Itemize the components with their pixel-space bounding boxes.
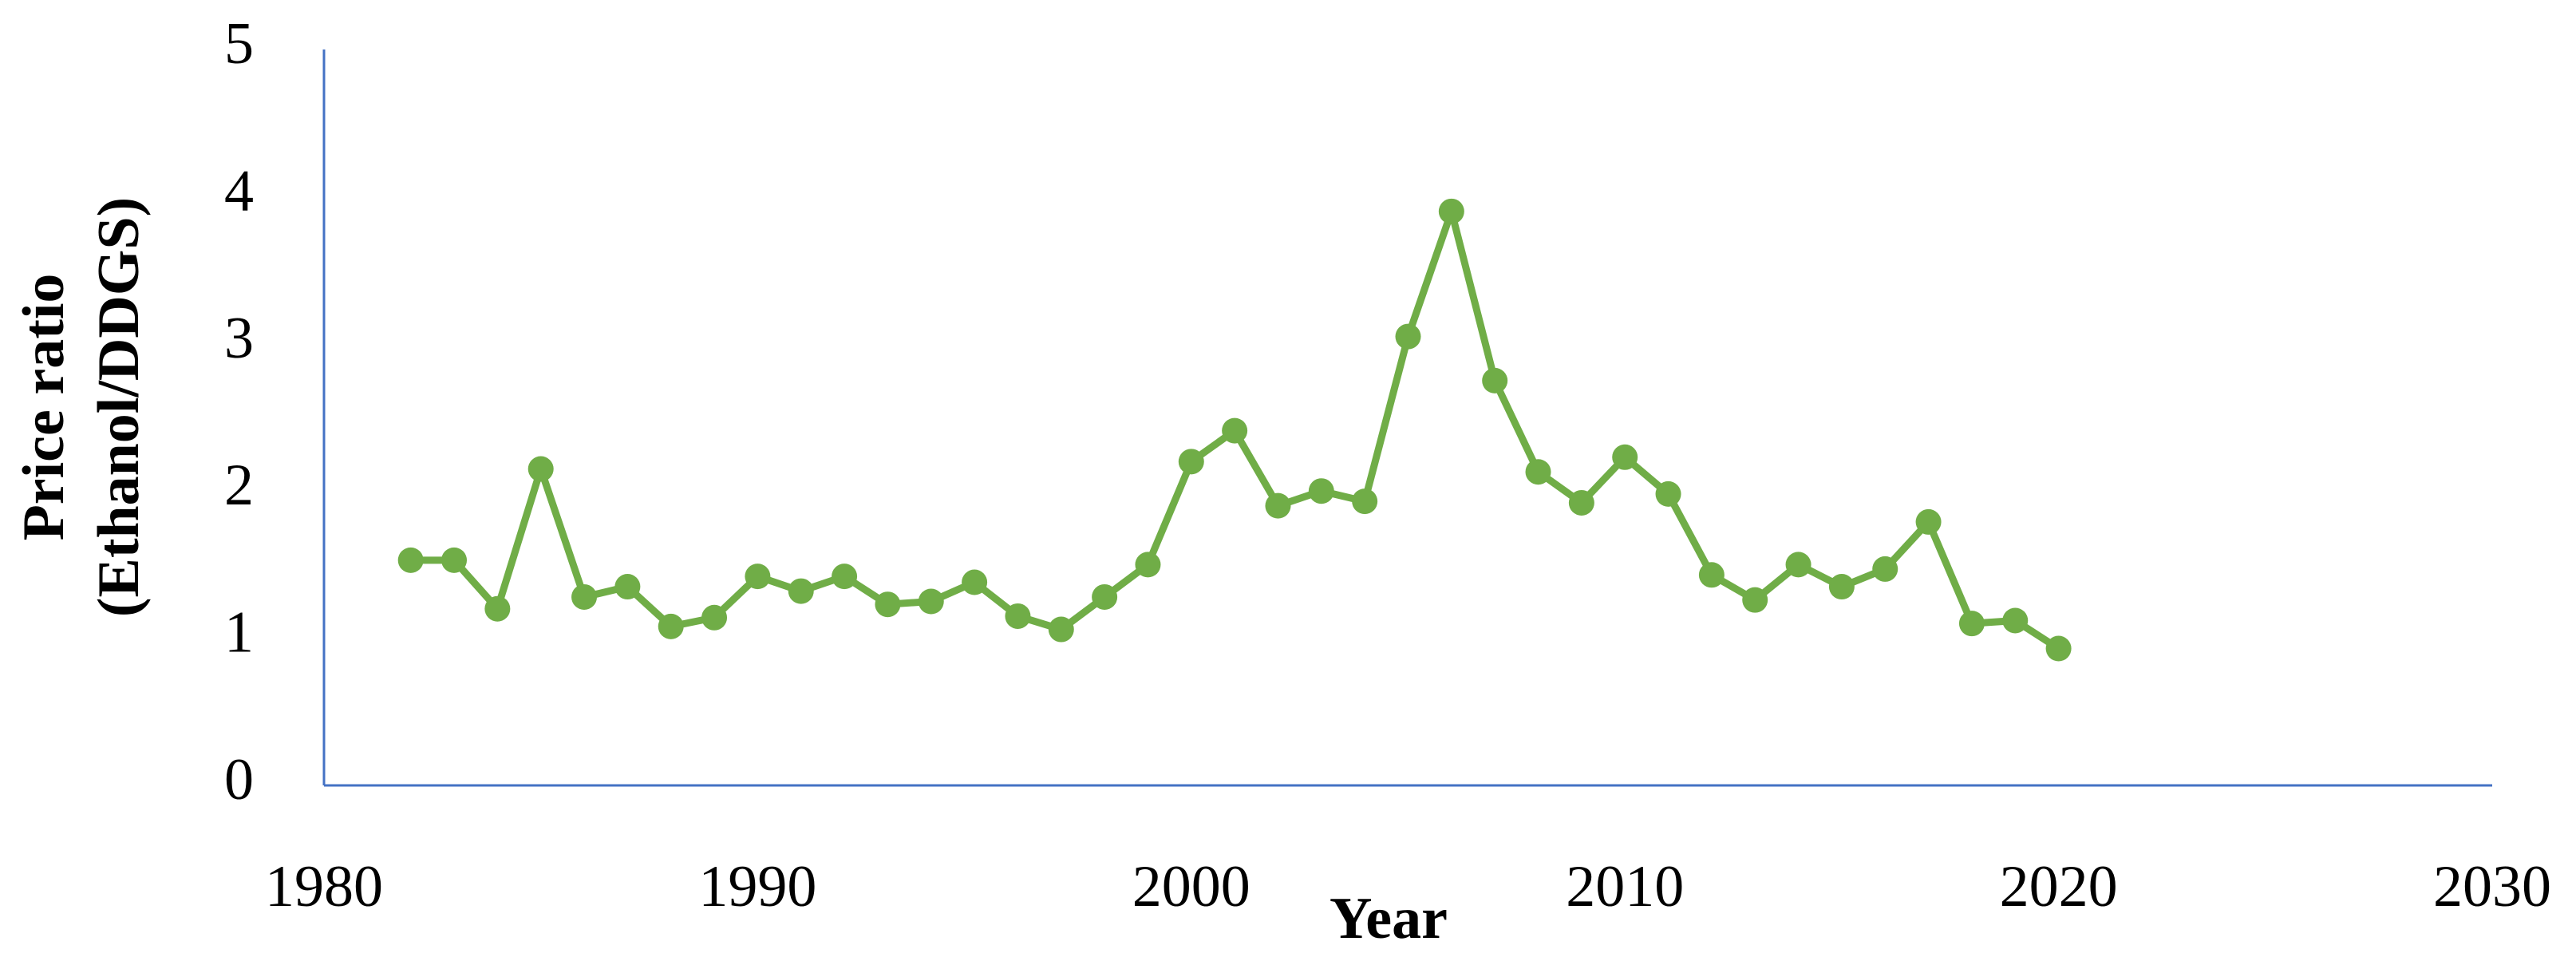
y-tick-label: 3 <box>224 306 254 371</box>
data-point <box>918 588 944 615</box>
data-point <box>1958 611 1985 637</box>
x-tick-label: 2000 <box>1132 854 1250 920</box>
data-point <box>1222 417 1248 444</box>
data-point <box>1612 444 1638 470</box>
x-axis-title: Year <box>1329 886 1448 951</box>
y-axis-title: Price ratio <box>11 274 77 541</box>
data-point <box>745 564 771 590</box>
data-point <box>875 591 901 618</box>
data-point <box>1872 556 1898 582</box>
data-point <box>1482 367 1508 394</box>
y-tick-label: 1 <box>224 600 254 666</box>
data-point <box>832 564 858 590</box>
x-tick-label: 2030 <box>2433 854 2551 920</box>
data-point <box>2002 607 2029 634</box>
data-point <box>527 456 554 482</box>
data-point <box>658 613 684 639</box>
data-point <box>1828 574 1855 600</box>
data-point <box>1568 489 1594 516</box>
x-tick-label: 1990 <box>698 854 816 920</box>
y-tick-label: 0 <box>224 747 254 813</box>
data-point <box>1352 488 1378 515</box>
data-point <box>1265 492 1291 519</box>
data-point <box>1135 552 1161 578</box>
data-point <box>1785 552 1811 578</box>
data-point <box>1698 562 1725 588</box>
y-tick-label: 5 <box>224 11 254 77</box>
x-tick-label: 2020 <box>2000 854 2118 920</box>
y-tick-label: 4 <box>224 158 254 223</box>
data-point <box>1005 603 1031 629</box>
data-point <box>1092 583 1118 610</box>
data-point <box>1438 198 1464 224</box>
data-point <box>1525 459 1551 485</box>
x-tick-label: 2010 <box>1566 854 1684 920</box>
data-point <box>441 547 468 573</box>
data-point <box>1915 508 1942 535</box>
data-point <box>1742 587 1768 613</box>
data-point <box>1048 616 1074 643</box>
data-point <box>701 604 728 631</box>
data-point <box>1395 323 1421 350</box>
data-point <box>788 578 814 604</box>
data-point <box>962 569 988 595</box>
data-point <box>1178 449 1204 475</box>
data-point <box>484 595 511 622</box>
y-tick-label: 2 <box>224 453 254 518</box>
data-point <box>2045 635 2072 662</box>
data-point <box>571 583 598 610</box>
x-tick-label: 1980 <box>265 854 383 920</box>
y-axis-title: (Ethanol/DDGS) <box>86 197 152 617</box>
data-point <box>614 574 641 600</box>
data-point <box>397 547 424 573</box>
data-point <box>1308 478 1334 504</box>
data-point <box>1655 481 1681 507</box>
